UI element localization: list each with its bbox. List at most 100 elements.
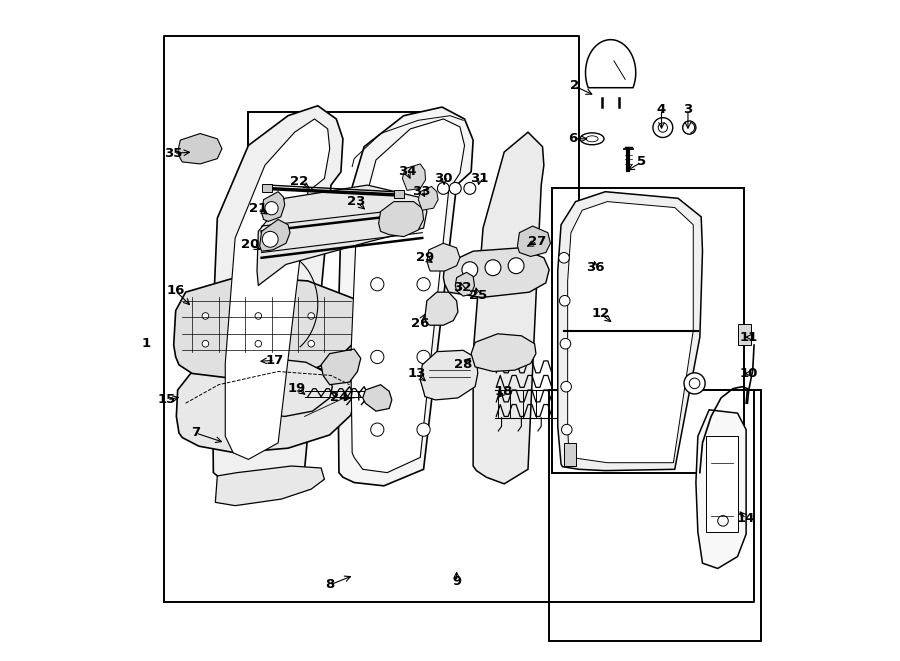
Bar [262,184,272,192]
Text: 3: 3 [683,102,693,116]
Polygon shape [418,186,438,210]
Polygon shape [247,358,332,416]
Circle shape [417,423,430,436]
Text: 24: 24 [329,391,348,405]
Circle shape [684,373,705,394]
Ellipse shape [580,133,604,145]
Polygon shape [176,358,356,453]
Circle shape [689,378,700,389]
Text: 15: 15 [158,393,176,407]
Text: 33: 33 [412,185,431,198]
Polygon shape [257,185,427,286]
Circle shape [308,313,314,319]
Circle shape [255,313,262,319]
Circle shape [462,262,478,278]
Circle shape [562,424,572,435]
Circle shape [371,278,384,291]
Text: 12: 12 [591,307,610,321]
Text: 4: 4 [657,102,666,116]
Bar [737,324,751,345]
Polygon shape [177,134,222,164]
Polygon shape [262,192,284,221]
Text: 7: 7 [191,426,200,440]
Text: 2: 2 [570,79,579,93]
Text: 36: 36 [586,261,605,274]
Polygon shape [586,40,635,88]
Bar [394,190,404,198]
Circle shape [559,253,570,263]
Text: 25: 25 [469,289,487,302]
Circle shape [717,516,728,526]
Circle shape [308,340,314,347]
Polygon shape [379,202,424,237]
Circle shape [202,340,209,347]
Polygon shape [472,334,536,371]
Polygon shape [351,119,464,473]
Polygon shape [558,192,703,471]
Polygon shape [225,119,329,459]
Circle shape [652,118,673,137]
Text: 8: 8 [325,578,334,592]
Text: 6: 6 [568,132,577,145]
Polygon shape [215,466,324,506]
Circle shape [417,278,430,291]
Text: 31: 31 [471,172,489,185]
Circle shape [262,231,278,247]
Circle shape [464,182,476,194]
Circle shape [561,381,572,392]
Text: 29: 29 [416,251,434,264]
Text: 26: 26 [411,317,429,330]
Text: 27: 27 [528,235,546,248]
Circle shape [371,423,384,436]
Polygon shape [174,276,363,380]
Text: 20: 20 [241,238,259,251]
Circle shape [417,350,430,364]
Text: 28: 28 [454,358,473,371]
Text: 30: 30 [434,172,453,185]
Circle shape [658,123,668,132]
Polygon shape [706,436,737,532]
Text: 32: 32 [453,281,471,294]
Text: 17: 17 [266,354,284,367]
Polygon shape [321,349,361,385]
Circle shape [437,182,449,194]
Circle shape [255,340,262,347]
Polygon shape [259,219,290,251]
Text: 16: 16 [166,284,184,297]
Polygon shape [425,292,458,325]
Polygon shape [363,385,392,411]
Text: 35: 35 [165,147,183,160]
Text: 23: 23 [347,195,365,208]
Bar [553,188,744,473]
Polygon shape [212,106,343,486]
Text: 11: 11 [740,330,758,344]
Circle shape [683,121,696,134]
Polygon shape [455,272,474,296]
Polygon shape [444,248,549,297]
Text: 1: 1 [141,337,150,350]
Polygon shape [402,164,426,190]
Text: 13: 13 [408,367,426,380]
Circle shape [560,295,570,306]
Circle shape [371,350,384,364]
Circle shape [560,338,571,349]
Circle shape [202,313,209,319]
Polygon shape [427,243,460,271]
Polygon shape [696,410,746,568]
Circle shape [265,202,278,215]
Bar [248,112,440,294]
Text: 18: 18 [495,385,513,398]
Circle shape [449,182,461,194]
Circle shape [508,258,524,274]
Text: 21: 21 [249,202,267,215]
Circle shape [485,260,501,276]
Text: 9: 9 [452,575,461,588]
Text: 10: 10 [740,367,758,380]
Polygon shape [568,202,693,463]
Polygon shape [420,350,478,400]
Bar [549,390,760,641]
Text: 22: 22 [290,175,309,188]
Text: 19: 19 [287,381,306,395]
Bar [563,443,576,466]
Ellipse shape [586,136,598,141]
